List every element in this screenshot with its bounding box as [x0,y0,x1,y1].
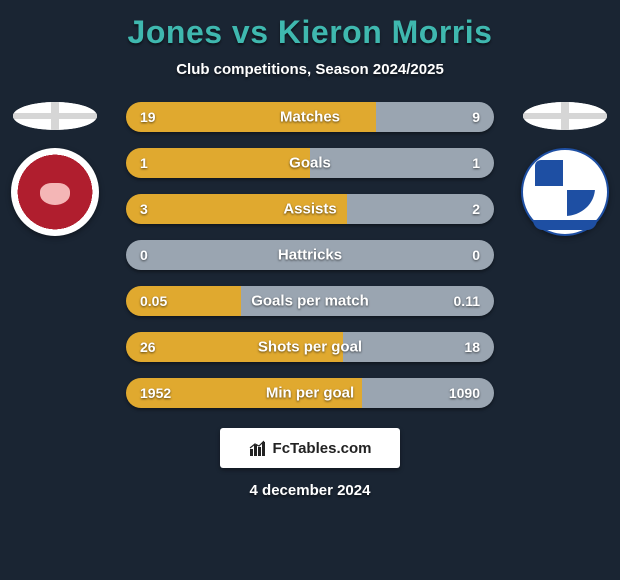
right-nationality-flag-icon [523,102,607,130]
stat-label: Hattricks [278,247,342,264]
stat-label: Goals per match [251,293,369,310]
stat-bar-left-segment [126,148,310,178]
stat-right-value: 2 [472,201,480,217]
stat-left-value: 0 [140,247,148,263]
stat-label: Min per goal [266,385,354,402]
source-brand-badge: FcTables.com [220,428,400,468]
stat-label: Matches [280,109,340,126]
stat-left-value: 1 [140,155,148,171]
stat-right-value: 1090 [449,385,480,401]
right-club-crest-icon [521,148,609,236]
right-player-block [510,102,620,236]
season-subtitle: Club competitions, Season 2024/2025 [0,61,620,78]
stat-left-value: 1952 [140,385,171,401]
stat-right-value: 0 [472,247,480,263]
stat-left-value: 0.05 [140,293,167,309]
stat-left-value: 3 [140,201,148,217]
stat-bar: 0.05 Goals per match 0.11 [126,286,494,316]
stat-bar: 19 Matches 9 [126,102,494,132]
stat-bars-container: 19 Matches 9 1 Goals 1 3 Assists 2 0 Hattricks 0 0.0… [126,102,494,408]
bar-chart-icon [249,439,267,457]
stat-bar: 26 Shots per goal 18 [126,332,494,362]
stat-right-value: 1 [472,155,480,171]
left-club-crest-icon [11,148,99,236]
stat-right-value: 18 [464,339,480,355]
stat-right-value: 0.11 [454,293,480,309]
stat-bar: 0 Hattricks 0 [126,240,494,270]
stat-bar: 3 Assists 2 [126,194,494,224]
stat-left-value: 19 [140,109,156,125]
stat-right-value: 9 [472,109,480,125]
snapshot-date: 4 december 2024 [0,482,620,499]
left-player-block [0,102,110,236]
source-brand-text: FcTables.com [273,440,372,457]
stat-left-value: 26 [140,339,156,355]
stat-label: Shots per goal [258,339,362,356]
stat-label: Goals [289,155,331,172]
stat-label: Assists [283,201,336,218]
comparison-title: Jones vs Kieron Morris [0,0,620,51]
stat-bar: 1952 Min per goal 1090 [126,378,494,408]
stat-bar-right-segment [310,148,494,178]
comparison-body: 19 Matches 9 1 Goals 1 3 Assists 2 0 Hattricks 0 0.0… [0,102,620,408]
left-nationality-flag-icon [13,102,97,130]
stat-bar: 1 Goals 1 [126,148,494,178]
